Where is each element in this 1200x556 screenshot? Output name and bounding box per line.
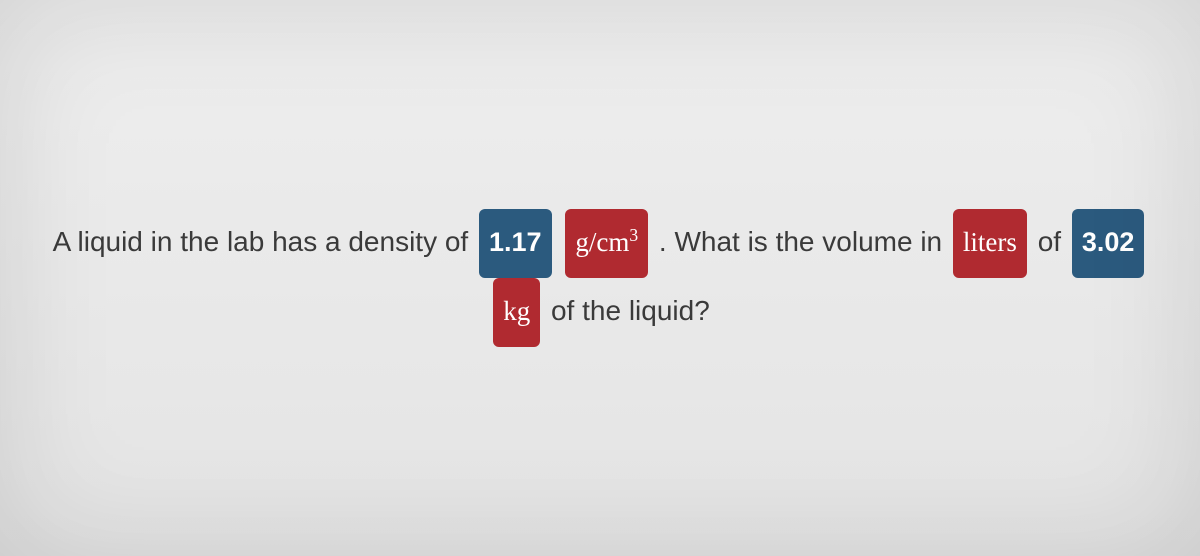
question-line-2: kg of the liquid? <box>5 278 1195 347</box>
question-line-1: A liquid in the lab has a density of 1.1… <box>5 209 1195 278</box>
question-page: A liquid in the lab has a density of 1.1… <box>0 0 1200 556</box>
volume-unit-chip: liters <box>953 209 1027 278</box>
text-part-3: of <box>1038 226 1061 257</box>
density-value-chip: 1.17 <box>479 209 552 278</box>
mass-value-chip: 3.02 <box>1072 209 1145 278</box>
density-unit-exponent: 3 <box>629 225 638 245</box>
text-part-2: . What is the volume in <box>659 226 942 257</box>
text-part-1: A liquid in the lab has a density of <box>53 226 469 257</box>
mass-unit-chip: kg <box>493 278 540 347</box>
text-part-4: of the liquid? <box>551 295 710 326</box>
density-unit-prefix: g/cm <box>575 227 629 257</box>
density-unit-chip: g/cm3 <box>565 209 648 278</box>
question-text: A liquid in the lab has a density of 1.1… <box>5 209 1195 348</box>
